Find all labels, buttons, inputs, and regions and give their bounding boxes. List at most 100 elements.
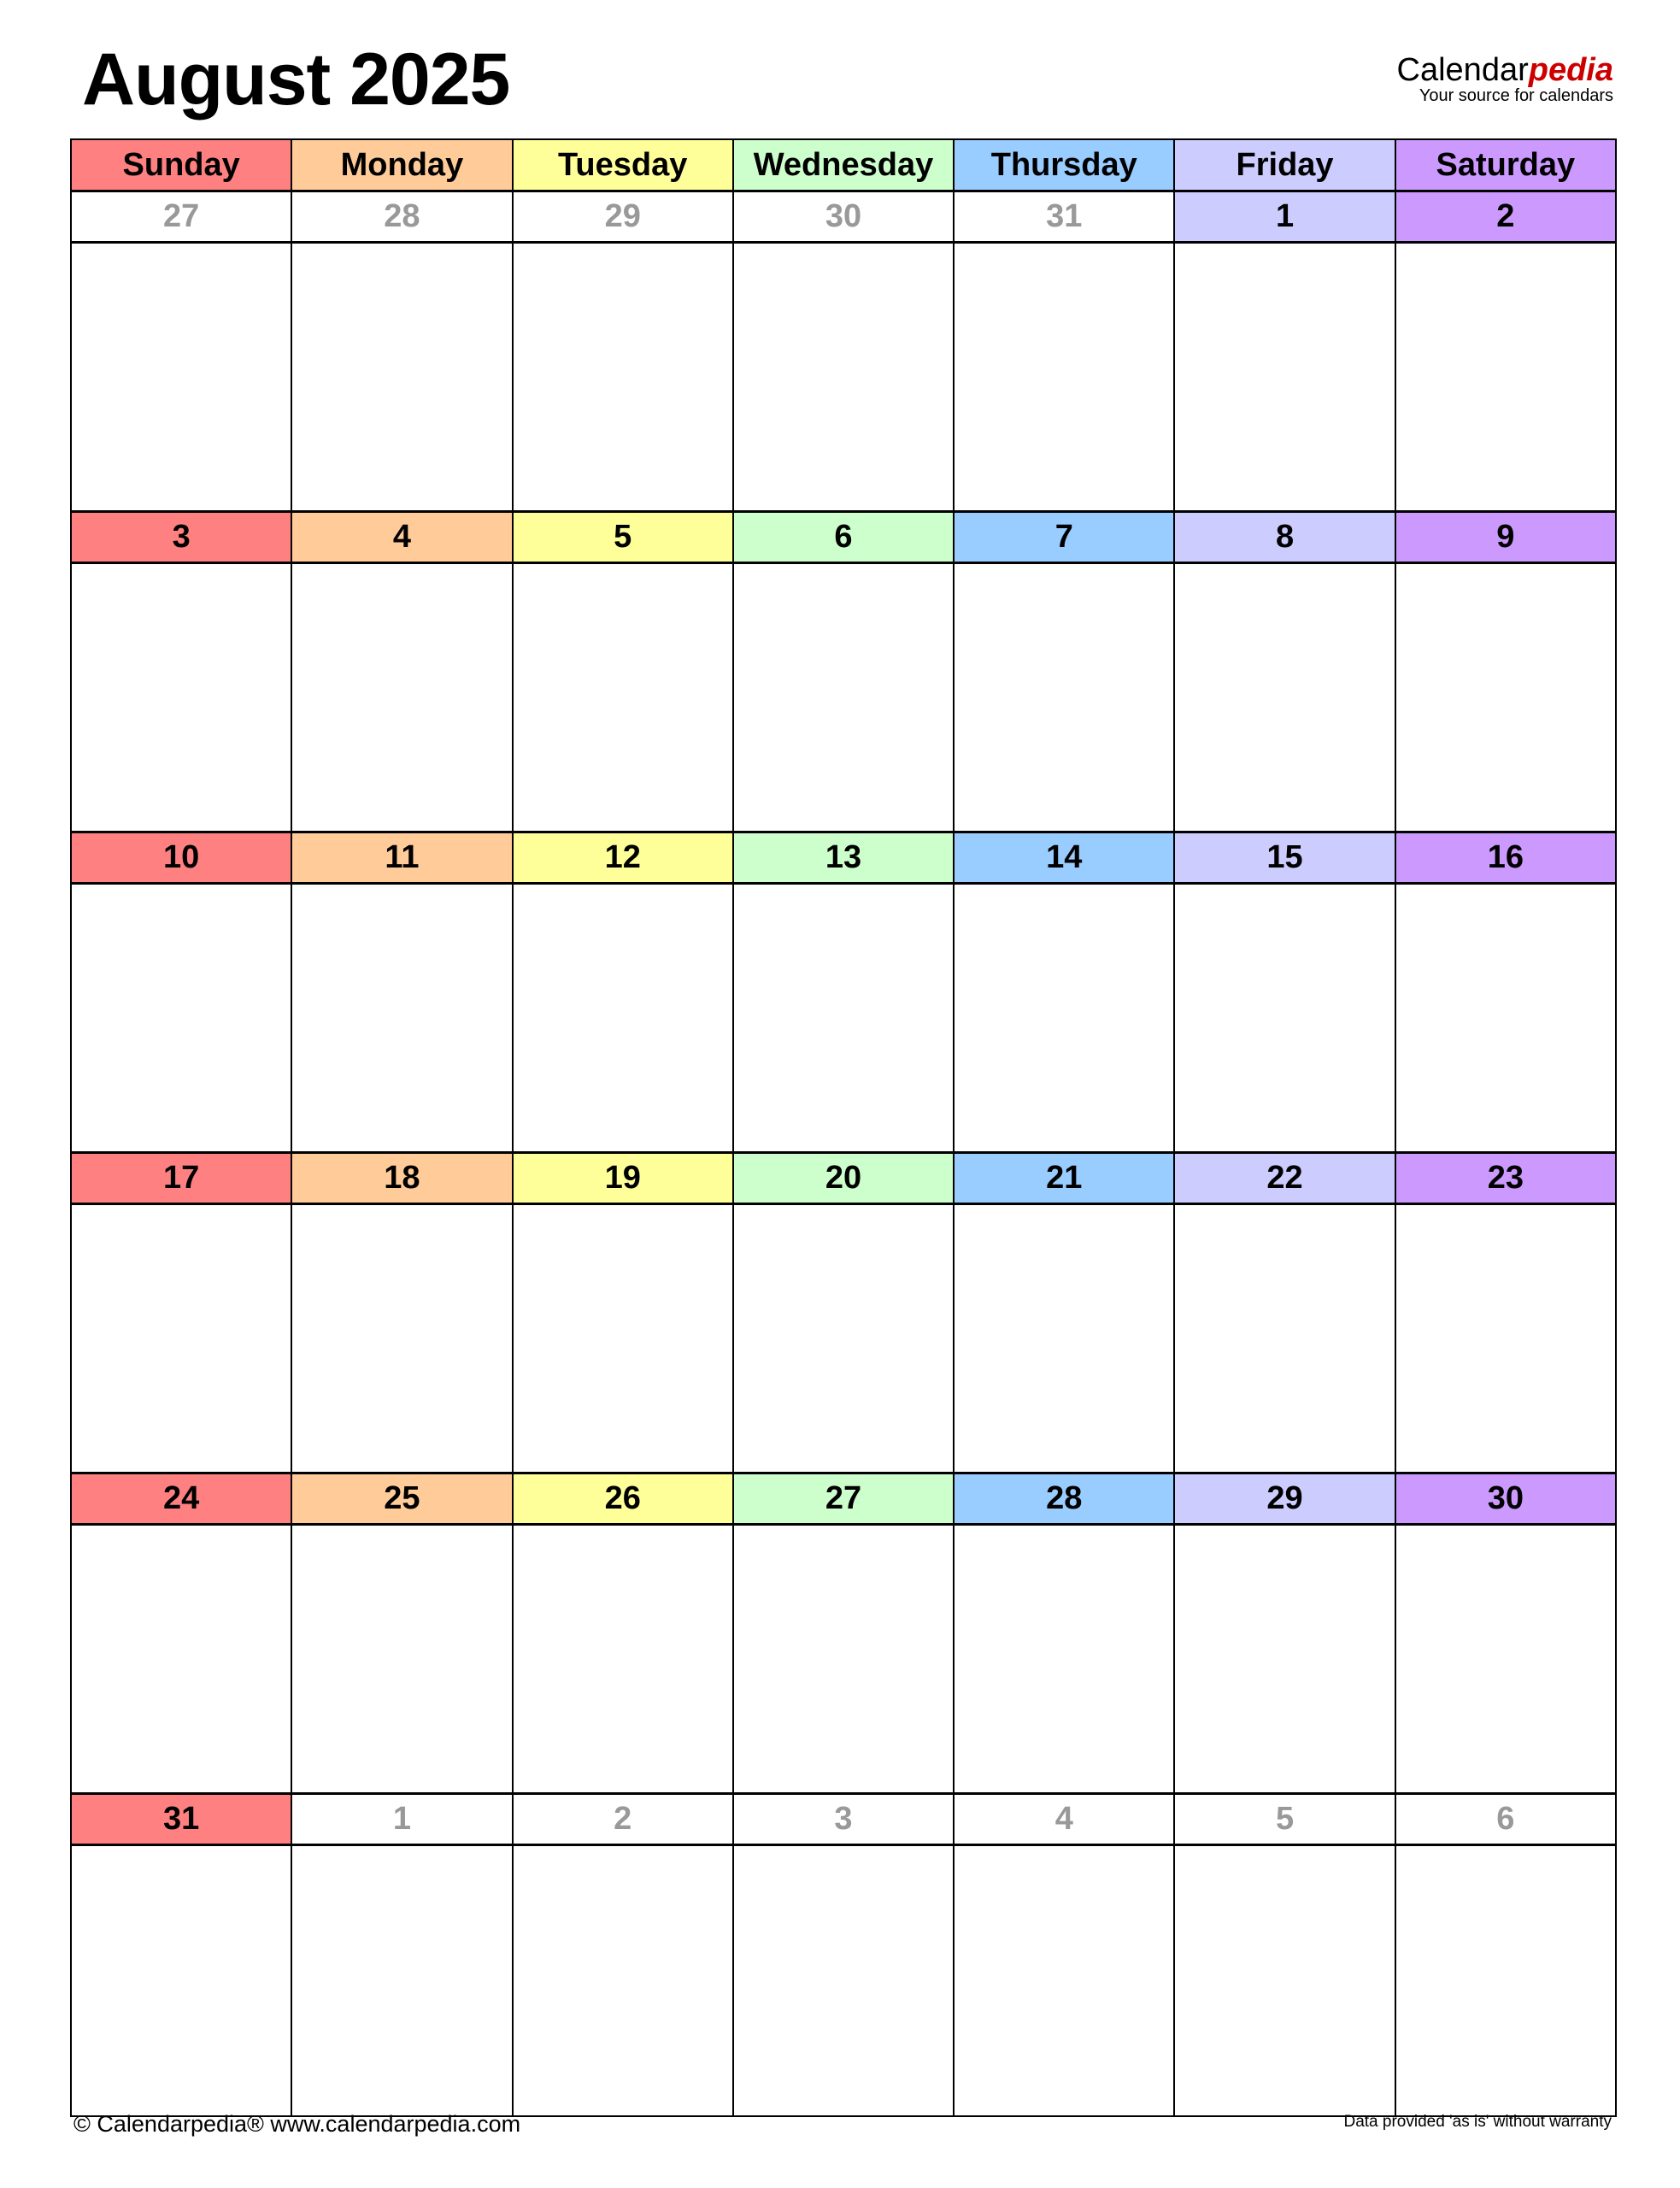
date-number: 12 (513, 833, 734, 882)
calendarpedia-logo[interactable]: Calendarpedia Your source for calendars (1397, 53, 1613, 104)
day-notes-cell[interactable] (955, 564, 1176, 831)
date-bar: 24 25 26 27 28 29 30 (72, 1474, 1615, 1526)
date-number: 20 (733, 1154, 955, 1203)
date-number-other-month: 30 (733, 192, 955, 241)
day-notes-cell[interactable] (292, 885, 514, 1151)
date-number: 14 (955, 833, 1176, 882)
date-number-other-month: 4 (955, 1795, 1176, 1844)
notes-row (72, 244, 1615, 510)
day-notes-cell[interactable] (72, 1526, 293, 1792)
date-number-other-month: 2 (513, 1795, 734, 1844)
date-number: 4 (292, 513, 514, 562)
notes-row (72, 1846, 1615, 2115)
date-bar: 17 18 19 20 21 22 23 (72, 1154, 1615, 1205)
day-notes-cell[interactable] (514, 244, 734, 510)
weekday-thursday: Thursday (955, 140, 1176, 190)
notes-row (72, 564, 1615, 831)
weekday-saturday: Saturday (1395, 140, 1615, 190)
weekday-wednesday: Wednesday (733, 140, 955, 190)
day-notes-cell[interactable] (1396, 1846, 1615, 2115)
day-notes-cell[interactable] (955, 244, 1176, 510)
day-notes-cell[interactable] (292, 564, 514, 831)
day-notes-cell[interactable] (72, 244, 293, 510)
day-notes-cell[interactable] (514, 1205, 734, 1472)
week-row: 24 25 26 27 28 29 30 (72, 1474, 1615, 1795)
date-number: 16 (1395, 833, 1615, 882)
calendar-grid: Sunday Monday Tuesday Wednesday Thursday Frid… (70, 138, 1617, 2117)
day-notes-cell[interactable] (734, 1526, 955, 1792)
logo-name: Calendarpedia (1397, 53, 1613, 87)
date-number: 28 (955, 1474, 1176, 1523)
date-number: 17 (72, 1154, 293, 1203)
day-notes-cell[interactable] (1396, 1205, 1615, 1472)
day-notes-cell[interactable] (1396, 1526, 1615, 1792)
date-number: 1 (1175, 192, 1396, 241)
day-notes-cell[interactable] (72, 885, 293, 1151)
logo-tagline: Your source for calendars (1419, 86, 1613, 105)
day-notes-cell[interactable] (514, 564, 734, 831)
day-notes-cell[interactable] (734, 1846, 955, 2115)
day-notes-cell[interactable] (514, 885, 734, 1151)
day-notes-cell[interactable] (955, 1526, 1176, 1792)
day-notes-cell[interactable] (1175, 885, 1396, 1151)
week-row: 10 11 12 13 14 15 16 (72, 833, 1615, 1154)
footer-disclaimer: Data provided 'as is' without warranty (1343, 2113, 1612, 2131)
weekday-monday: Monday (292, 140, 514, 190)
date-number: 26 (513, 1474, 734, 1523)
day-notes-cell[interactable] (1175, 564, 1396, 831)
day-notes-cell[interactable] (1175, 1846, 1396, 2115)
date-number-other-month: 3 (733, 1795, 955, 1844)
date-number: 21 (955, 1154, 1176, 1203)
logo-name-a: Calendar (1396, 52, 1529, 88)
weeks: 27 28 29 30 31 1 2 3 4 5 6 7 8 9 10 11 12 13 14 15 16 17 18 19 2… (72, 192, 1615, 2115)
date-number: 22 (1175, 1154, 1396, 1203)
day-notes-cell[interactable] (292, 1205, 514, 1472)
date-number: 10 (72, 833, 293, 882)
day-notes-cell[interactable] (514, 1526, 734, 1792)
day-notes-cell[interactable] (514, 1846, 734, 2115)
page-title: August 2025 (82, 38, 510, 121)
day-notes-cell[interactable] (734, 564, 955, 831)
day-notes-cell[interactable] (734, 885, 955, 1151)
date-number-other-month: 6 (1395, 1795, 1615, 1844)
day-notes-cell[interactable] (1175, 244, 1396, 510)
date-bar: 31 1 2 3 4 5 6 (72, 1795, 1615, 1846)
weekday-tuesday: Tuesday (513, 140, 734, 190)
date-number: 29 (1175, 1474, 1396, 1523)
date-number: 18 (292, 1154, 514, 1203)
date-number: 25 (292, 1474, 514, 1523)
day-notes-cell[interactable] (955, 1205, 1176, 1472)
date-number: 19 (513, 1154, 734, 1203)
date-number: 9 (1395, 513, 1615, 562)
day-notes-cell[interactable] (955, 885, 1176, 1151)
date-number: 30 (1395, 1474, 1615, 1523)
day-notes-cell[interactable] (1396, 885, 1615, 1151)
footer-copyright: © Calendarpedia® www.calendarpedia.com (73, 2111, 521, 2137)
day-notes-cell[interactable] (292, 1526, 514, 1792)
notes-row (72, 1526, 1615, 1792)
date-number: 23 (1395, 1154, 1615, 1203)
date-number: 13 (733, 833, 955, 882)
date-number-other-month: 1 (292, 1795, 514, 1844)
day-notes-cell[interactable] (1175, 1205, 1396, 1472)
day-notes-cell[interactable] (734, 1205, 955, 1472)
day-notes-cell[interactable] (72, 1205, 293, 1472)
day-notes-cell[interactable] (292, 1846, 514, 2115)
date-number: 7 (955, 513, 1176, 562)
weekday-sunday: Sunday (72, 140, 293, 190)
day-notes-cell[interactable] (1396, 564, 1615, 831)
notes-row (72, 1205, 1615, 1472)
day-notes-cell[interactable] (72, 564, 293, 831)
notes-row (72, 885, 1615, 1151)
day-notes-cell[interactable] (292, 244, 514, 510)
day-notes-cell[interactable] (1175, 1526, 1396, 1792)
date-number-other-month: 5 (1175, 1795, 1396, 1844)
date-number-other-month: 28 (292, 192, 514, 241)
day-notes-cell[interactable] (734, 244, 955, 510)
date-number: 5 (513, 513, 734, 562)
day-notes-cell[interactable] (955, 1846, 1176, 2115)
day-notes-cell[interactable] (72, 1846, 293, 2115)
date-number: 31 (72, 1795, 293, 1844)
day-notes-cell[interactable] (1396, 244, 1615, 510)
